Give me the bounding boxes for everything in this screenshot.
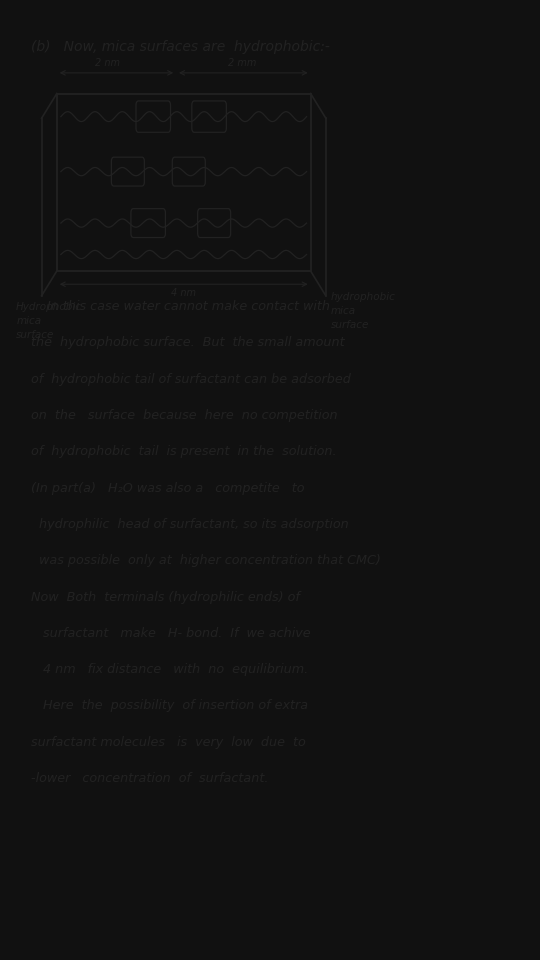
Text: (In part(a)   H₂O was also a   competite   to: (In part(a) H₂O was also a competite to xyxy=(31,482,305,494)
Text: 2 nm: 2 nm xyxy=(95,58,120,68)
Text: hydrophobic
mica
surface: hydrophobic mica surface xyxy=(331,292,396,329)
Text: surfactant molecules   is  very  low  due  to: surfactant molecules is very low due to xyxy=(31,735,306,749)
Bar xyxy=(57,93,310,271)
Text: on  the   surface  because  here  no competition: on the surface because here no competiti… xyxy=(31,409,338,421)
Text: was possible  only at  higher concentration that CMC): was possible only at higher concentratio… xyxy=(31,554,381,567)
Text: 4 nm: 4 nm xyxy=(171,288,196,299)
Text: the  hydrophobic surface.  But  the small amount: the hydrophobic surface. But the small a… xyxy=(31,336,345,349)
Text: hydrophilic  head of surfactant, so its adsorption: hydrophilic head of surfactant, so its a… xyxy=(31,517,349,531)
Text: Hydrophobic
mica
surface: Hydrophobic mica surface xyxy=(16,302,82,341)
Text: surfactant   make   H- bond.  If  we achive: surfactant make H- bond. If we achive xyxy=(31,627,311,640)
Text: 2 mm: 2 mm xyxy=(228,58,256,68)
Text: In this case water cannot make contact with: In this case water cannot make contact w… xyxy=(31,300,330,313)
Text: Now  Both  terminals (hydrophilic ends) of: Now Both terminals (hydrophilic ends) of xyxy=(31,590,300,604)
Text: -lower   concentration  of  surfactant.: -lower concentration of surfactant. xyxy=(31,772,269,785)
Text: (b)   Now, mica surfaces are  hydrophobic:-: (b) Now, mica surfaces are hydrophobic:- xyxy=(31,40,330,54)
Text: of  hydrophobic tail of surfactant can be adsorbed: of hydrophobic tail of surfactant can be… xyxy=(31,372,352,386)
Text: of  hydrophobic  tail  is present  in the  solution.: of hydrophobic tail is present in the so… xyxy=(31,445,337,458)
Text: 4 nm   fix distance   with  no  equilibrium.: 4 nm fix distance with no equilibrium. xyxy=(31,663,308,676)
Text: Here  the  possibility  of insertion of extra: Here the possibility of insertion of ext… xyxy=(31,700,308,712)
